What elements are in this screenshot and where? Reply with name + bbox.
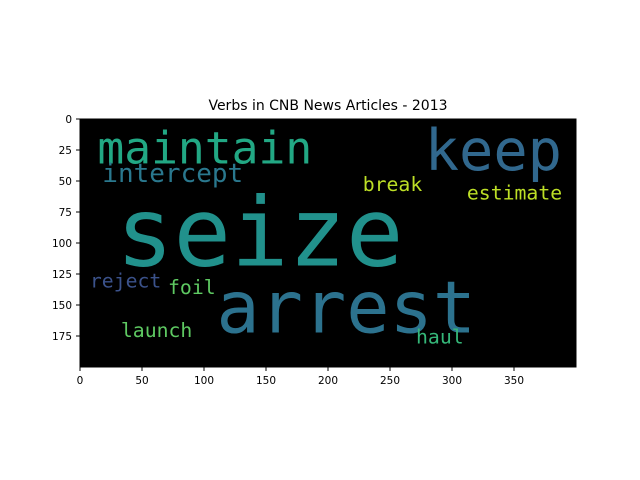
- x-tick-label: 200: [318, 375, 338, 387]
- x-tick-label: 100: [194, 375, 214, 387]
- y-axis: 0 25 50 75 100 125 150 175: [52, 114, 80, 343]
- chart-title: Verbs in CNB News Articles - 2013: [208, 98, 447, 114]
- x-tick-label: 300: [442, 375, 462, 387]
- y-tick-label: 25: [59, 145, 72, 157]
- y-tick-label: 175: [52, 331, 72, 343]
- word-arrest: arrest: [216, 265, 476, 349]
- word-seize: seize: [116, 176, 403, 288]
- y-tick-label: 75: [59, 207, 72, 219]
- y-tick-label: 0: [65, 114, 72, 126]
- wordcloud-canvas: [80, 119, 576, 367]
- x-tick-label: 150: [256, 375, 276, 387]
- word-launch: launch: [121, 319, 192, 342]
- x-tick-label: 250: [380, 375, 400, 387]
- word-intercept: intercept: [102, 159, 243, 189]
- x-tick-label: 350: [504, 375, 524, 387]
- word-maintain: maintain: [97, 123, 312, 175]
- x-tick-label: 0: [77, 375, 84, 387]
- word-reject: reject: [90, 270, 161, 293]
- word-foil: foil: [168, 276, 216, 299]
- y-tick-label: 100: [52, 238, 72, 250]
- word-estimate: estimate: [467, 182, 562, 205]
- y-tick-label: 125: [52, 269, 72, 281]
- word-keep: keep: [425, 118, 562, 184]
- x-tick-label: 50: [135, 375, 148, 387]
- word-haul: haul: [416, 325, 464, 348]
- y-tick-label: 150: [52, 300, 72, 312]
- word-break: break: [363, 173, 423, 196]
- y-tick-label: 50: [59, 176, 72, 188]
- x-axis: 0 50 100 150 200 250 300 350: [77, 367, 524, 387]
